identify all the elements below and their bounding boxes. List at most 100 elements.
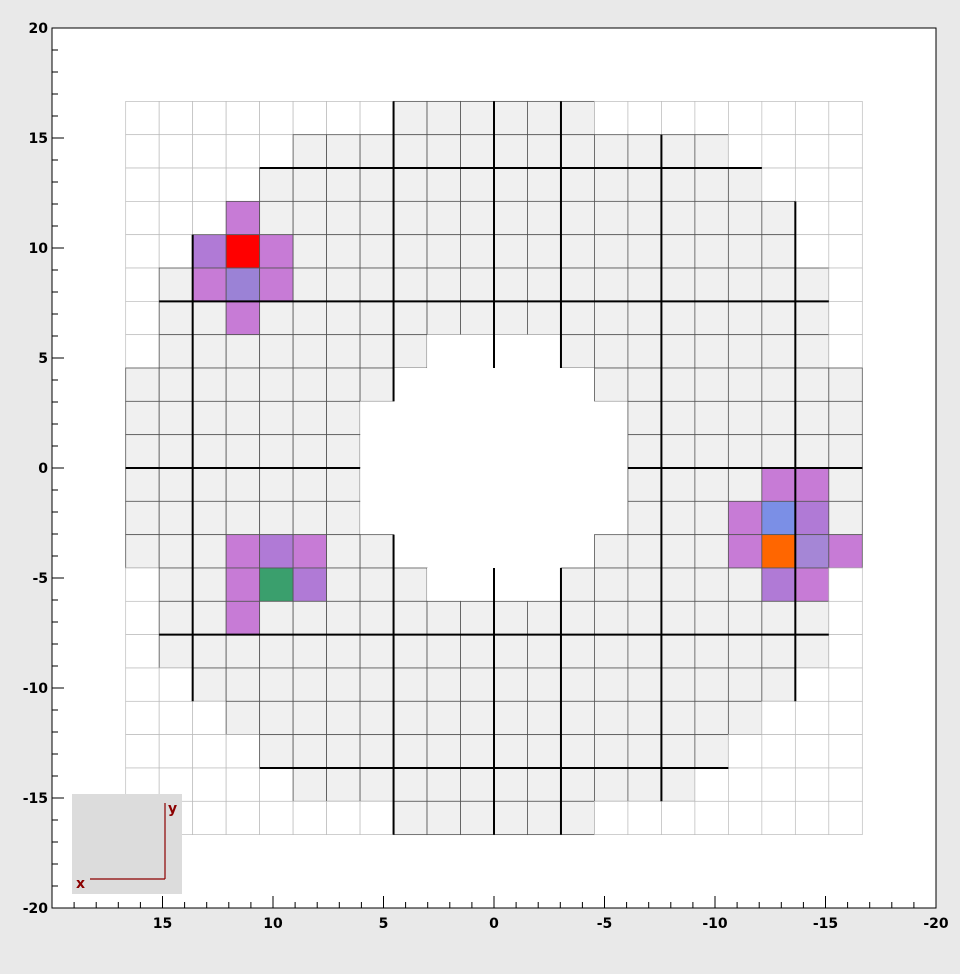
detector-cell xyxy=(292,667,327,702)
detector-cell xyxy=(493,100,528,136)
detector-cell xyxy=(494,434,528,468)
detector-cell xyxy=(761,267,796,302)
detector-cell xyxy=(527,700,562,736)
hit-cell xyxy=(292,534,327,569)
detector-cell xyxy=(426,200,461,236)
detector-cell xyxy=(794,600,830,636)
detector-cell xyxy=(426,667,461,702)
y-tick-label: 10 xyxy=(29,241,49,257)
detector-cell xyxy=(427,401,461,435)
detector-cell xyxy=(527,634,562,669)
hit-cell xyxy=(828,534,863,569)
detector-cell xyxy=(125,567,160,602)
detector-cell xyxy=(426,700,461,736)
detector-cell xyxy=(292,500,327,536)
detector-cell xyxy=(727,267,763,302)
detector-cell xyxy=(292,167,327,202)
detector-cell xyxy=(594,167,629,202)
hit-cell xyxy=(794,500,830,536)
detector-cell xyxy=(493,767,528,802)
detector-cell xyxy=(426,767,461,802)
detector-cell xyxy=(158,134,194,169)
detector-cell xyxy=(828,667,863,702)
y-tick-label: -10 xyxy=(23,681,49,697)
detector-cell xyxy=(694,167,729,202)
detector-cell xyxy=(326,334,361,369)
detector-cell xyxy=(761,700,796,735)
detector-cell xyxy=(393,134,428,169)
hit-cell xyxy=(761,500,796,536)
hit-cell xyxy=(225,567,261,602)
detector-cell xyxy=(426,734,461,769)
detector-cell xyxy=(225,734,260,769)
detector-cell xyxy=(627,767,662,802)
detector-cell xyxy=(761,200,796,236)
detector-cell xyxy=(125,134,160,169)
detector-cell xyxy=(460,667,495,702)
detector-cell xyxy=(627,400,662,436)
detector-cell xyxy=(527,368,561,402)
detector-cell xyxy=(694,434,729,469)
detector-cell xyxy=(460,600,495,636)
detector-cell xyxy=(292,600,327,636)
detector-cell xyxy=(828,400,863,436)
hit-cell xyxy=(192,234,227,269)
detector-cell xyxy=(661,534,696,569)
detector-cell xyxy=(460,200,495,236)
detector-cell xyxy=(527,401,561,435)
detector-cell xyxy=(426,167,461,202)
detector-cell xyxy=(359,767,394,802)
detector-cell xyxy=(125,534,160,569)
detector-cell xyxy=(360,468,394,502)
detector-cell xyxy=(259,134,294,169)
detector-cell xyxy=(594,134,629,169)
detector-cell xyxy=(393,567,428,602)
detector-cell xyxy=(727,600,763,636)
hit-cell xyxy=(727,534,763,569)
detector-cell xyxy=(158,534,194,569)
x-tick-label: -20 xyxy=(923,916,949,932)
detector-cell xyxy=(694,400,729,436)
detector-cell xyxy=(560,334,595,369)
detector-cell xyxy=(460,700,495,736)
detector-cell xyxy=(359,200,394,236)
detector-cell xyxy=(125,700,160,735)
detector-cell xyxy=(661,400,696,436)
x-tick-label: 5 xyxy=(379,916,389,932)
axes: 15 10 5 0 -5 -10 -15 -20 20 15 10 5 0 -5 -10 -15 -20 xyxy=(23,21,949,932)
detector-cell xyxy=(158,734,194,769)
detector-cell xyxy=(460,468,494,502)
detector-cell xyxy=(594,600,629,636)
detector-cell xyxy=(828,634,863,669)
detector-cell xyxy=(259,400,294,436)
detector-cell xyxy=(292,200,327,236)
detector-cell xyxy=(828,334,863,369)
hit-cell xyxy=(259,234,294,269)
hit-cell xyxy=(225,200,261,236)
detector-cell xyxy=(192,367,227,402)
detector-cell xyxy=(158,567,194,602)
detector-cell xyxy=(460,401,494,435)
detector-cell xyxy=(326,767,361,802)
hit-cell xyxy=(259,267,294,302)
detector-cell xyxy=(594,534,629,569)
hit-cell xyxy=(761,534,796,569)
detector-cell xyxy=(393,800,428,836)
x-tick-label: 10 xyxy=(263,916,283,932)
detector-cell xyxy=(828,434,863,469)
detector-cell xyxy=(828,734,863,769)
detector-cell xyxy=(661,267,696,302)
detector-cell xyxy=(661,500,696,536)
detector-cell xyxy=(460,234,495,269)
detector-cell xyxy=(326,200,361,236)
detector-cell xyxy=(225,400,261,436)
detector-cell xyxy=(527,468,561,502)
detector-cell xyxy=(794,300,830,336)
detector-cell xyxy=(794,634,830,669)
detector-cell xyxy=(292,700,327,736)
detector-cell xyxy=(694,334,729,369)
detector-cell xyxy=(794,267,830,302)
detector-cell xyxy=(794,234,830,269)
detector-cell xyxy=(426,800,461,836)
